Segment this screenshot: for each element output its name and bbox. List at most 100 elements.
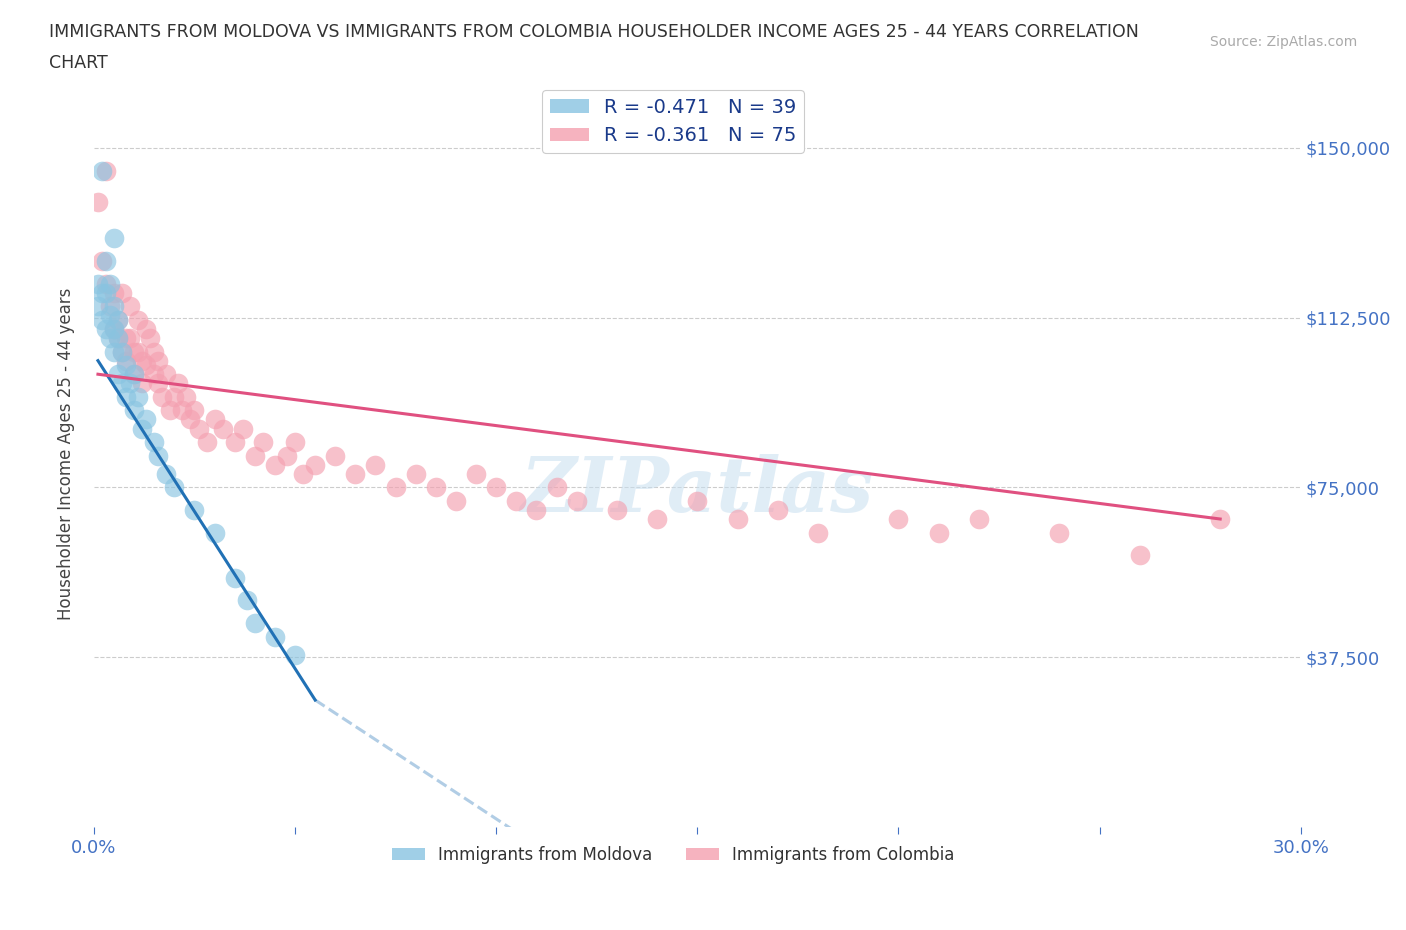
Point [94, 286, 117, 300]
Point [143, 434, 166, 449]
Point [120, 299, 142, 313]
Point [928, 525, 950, 540]
Point [465, 466, 488, 481]
Point [505, 494, 527, 509]
Point [727, 512, 749, 526]
Point [115, 353, 138, 368]
Point [183, 502, 205, 517]
Point [107, 366, 129, 381]
Point [98, 276, 121, 291]
Point [111, 286, 134, 300]
Point [107, 330, 129, 345]
Point [807, 525, 830, 540]
Point [204, 412, 226, 427]
Point [224, 570, 246, 585]
Point [115, 330, 138, 345]
Point [91, 163, 114, 178]
Text: ZIPatlas: ZIPatlas [520, 454, 875, 527]
Point [94, 276, 117, 291]
Point [103, 231, 125, 246]
Point [103, 344, 125, 359]
Point [344, 466, 367, 481]
Point [131, 353, 153, 368]
Point [94, 322, 117, 337]
Point [167, 376, 190, 391]
Point [87, 299, 110, 313]
Point [111, 344, 134, 359]
Point [766, 502, 789, 517]
Point [94, 254, 117, 269]
Point [103, 322, 125, 337]
Point [686, 494, 709, 509]
Point [135, 412, 157, 427]
Point [526, 502, 548, 517]
Point [1129, 548, 1152, 563]
Point [232, 421, 254, 436]
Point [135, 322, 157, 337]
Point [204, 525, 226, 540]
Point [284, 647, 307, 662]
Point [252, 434, 274, 449]
Point [148, 353, 170, 368]
Point [127, 312, 149, 327]
Point [122, 366, 145, 381]
Point [120, 376, 142, 391]
Y-axis label: Householder Income Ages 25 - 44 years: Householder Income Ages 25 - 44 years [58, 287, 75, 619]
Point [107, 330, 129, 345]
Point [94, 163, 117, 178]
Point [405, 466, 427, 481]
Text: CHART: CHART [49, 54, 108, 72]
Point [264, 458, 287, 472]
Point [887, 512, 910, 526]
Point [179, 412, 201, 427]
Point [91, 254, 114, 269]
Point [91, 286, 114, 300]
Point [163, 480, 186, 495]
Point [107, 312, 129, 327]
Point [176, 390, 198, 405]
Point [292, 466, 315, 481]
Point [111, 344, 134, 359]
Point [155, 466, 177, 481]
Point [122, 344, 145, 359]
Point [485, 480, 508, 495]
Point [967, 512, 990, 526]
Point [131, 421, 153, 436]
Point [187, 421, 209, 436]
Point [276, 448, 298, 463]
Point [163, 390, 186, 405]
Point [243, 448, 266, 463]
Point [127, 390, 149, 405]
Point [224, 434, 246, 449]
Point [159, 403, 181, 418]
Point [103, 322, 125, 337]
Point [243, 616, 266, 631]
Point [284, 434, 307, 449]
Point [131, 376, 153, 391]
Point [107, 312, 129, 327]
Point [98, 308, 121, 323]
Point [148, 376, 170, 391]
Point [1209, 512, 1232, 526]
Legend: Immigrants from Moldova, Immigrants from Colombia: Immigrants from Moldova, Immigrants from… [385, 839, 962, 870]
Point [143, 344, 166, 359]
Point [565, 494, 588, 509]
Point [546, 480, 568, 495]
Point [103, 299, 125, 313]
Point [111, 376, 134, 391]
Point [122, 403, 145, 418]
Point [155, 366, 177, 381]
Point [98, 299, 121, 313]
Text: Source: ZipAtlas.com: Source: ZipAtlas.com [1209, 35, 1357, 49]
Point [148, 448, 170, 463]
Point [143, 366, 166, 381]
Point [91, 312, 114, 327]
Point [183, 403, 205, 418]
Point [120, 330, 142, 345]
Point [150, 390, 173, 405]
Point [425, 480, 447, 495]
Point [236, 593, 259, 608]
Point [98, 330, 121, 345]
Point [195, 434, 218, 449]
Point [364, 458, 387, 472]
